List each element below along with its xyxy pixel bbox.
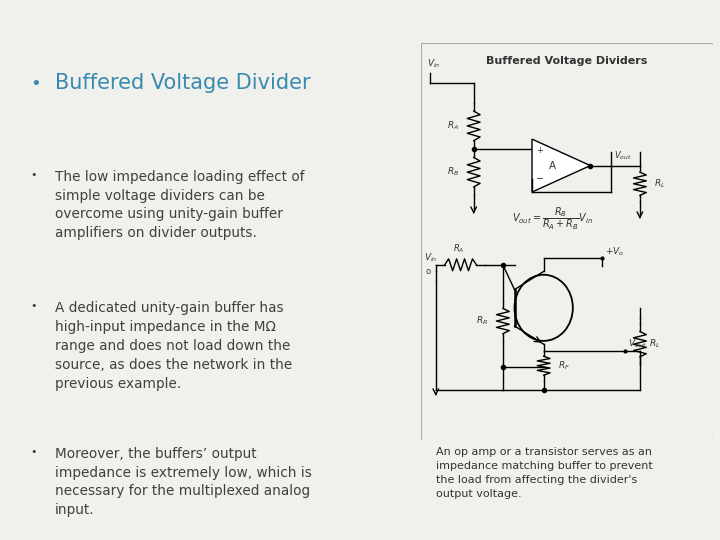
Text: •: • <box>30 301 37 311</box>
Text: +: + <box>536 146 544 155</box>
Text: $V_{in}$: $V_{in}$ <box>424 252 438 265</box>
Text: o: o <box>426 267 431 276</box>
Text: An op amp or a transistor serves as an
impedance matching buffer to prevent
the : An op amp or a transistor serves as an i… <box>436 447 652 499</box>
Text: $R_L$: $R_L$ <box>649 338 660 350</box>
Text: $+V_o$: $+V_o$ <box>605 245 624 258</box>
Text: •: • <box>30 447 37 457</box>
Text: Buffered Voltage Divider: Buffered Voltage Divider <box>55 73 310 93</box>
Text: Buffered Voltage Dividers: Buffered Voltage Dividers <box>486 57 648 66</box>
Text: A: A <box>549 160 556 171</box>
Polygon shape <box>532 139 590 192</box>
Text: $V_{out}$: $V_{out}$ <box>613 150 631 162</box>
Text: $V_{out} = \dfrac{R_B}{R_A + R_B}V_{in}$: $V_{out} = \dfrac{R_B}{R_A + R_B}V_{in}$ <box>512 205 593 232</box>
Text: A dedicated unity-gain buffer has
high-input impedance in the MΩ
range and does : A dedicated unity-gain buffer has high-i… <box>55 301 292 390</box>
Text: $V_{out}$: $V_{out}$ <box>629 338 647 350</box>
Text: •: • <box>30 170 37 180</box>
Text: •: • <box>30 75 41 93</box>
Text: $R_A$: $R_A$ <box>447 120 459 132</box>
Text: −: − <box>536 174 544 184</box>
Text: $R_A$: $R_A$ <box>454 242 465 255</box>
Text: $R_L$: $R_L$ <box>654 178 666 190</box>
Text: Moreover, the buffers’ output
impedance is extremely low, which is
necessary for: Moreover, the buffers’ output impedance … <box>55 447 312 517</box>
Text: $R_F$: $R_F$ <box>558 360 570 372</box>
Text: The low impedance loading effect of
simple voltage dividers can be
overcome usin: The low impedance loading effect of simp… <box>55 170 305 240</box>
Text: $R_B$: $R_B$ <box>447 166 459 178</box>
Text: $R_R$: $R_R$ <box>476 315 488 327</box>
Text: $V_{in}$: $V_{in}$ <box>427 57 441 70</box>
